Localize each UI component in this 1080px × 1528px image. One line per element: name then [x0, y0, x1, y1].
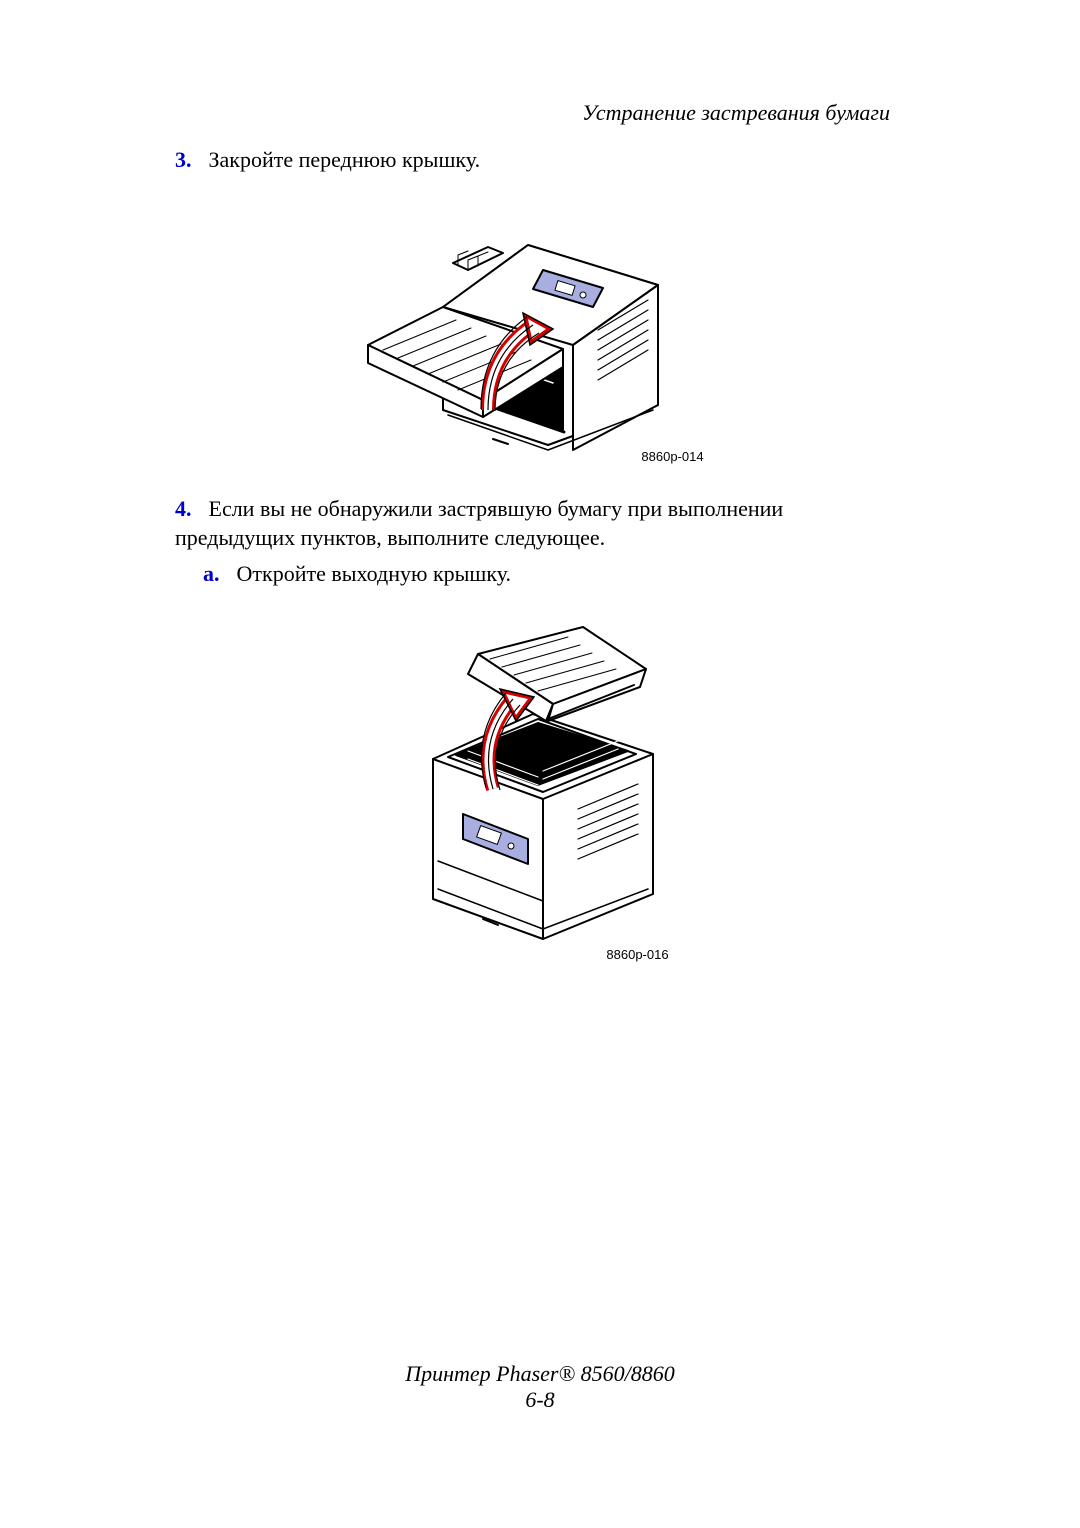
step-4a: a. Откройте выходную крышку. [203, 559, 890, 589]
step-4a-number: a. [203, 559, 231, 589]
step-3: 3. Закройте переднюю крышку. [175, 145, 890, 175]
step-3-number: 3. [175, 145, 203, 175]
step-3-text: Закройте переднюю крышку. [209, 147, 481, 172]
printer-front-cover-icon [348, 195, 718, 455]
section-header: Устранение застревания бумаги [582, 100, 890, 126]
step-4: 4. Если вы не обнаружили застрявшую бума… [175, 494, 890, 589]
figure-1-caption: 8860p-014 [455, 449, 890, 464]
figure-2: 8860p-016 [175, 619, 890, 962]
page: Устранение застревания бумаги 3. Закройт… [0, 0, 1080, 1528]
figure-1: 8860p-014 [175, 195, 890, 464]
footer-page-number: 6-8 [0, 1387, 1080, 1413]
figure-2-caption: 8860p-016 [385, 947, 890, 962]
content-area: 3. Закройте переднюю крышку. [175, 145, 890, 962]
printer-exit-cover-icon [378, 619, 688, 949]
footer-product: Принтер Phaser® 8560/8860 [405, 1361, 675, 1386]
page-footer: Принтер Phaser® 8560/8860 6-8 [0, 1361, 1080, 1413]
step-4-text: Если вы не обнаружили застрявшую бумагу … [175, 496, 783, 551]
step-4a-text: Откройте выходную крышку. [237, 561, 512, 586]
step-4-number: 4. [175, 494, 203, 524]
